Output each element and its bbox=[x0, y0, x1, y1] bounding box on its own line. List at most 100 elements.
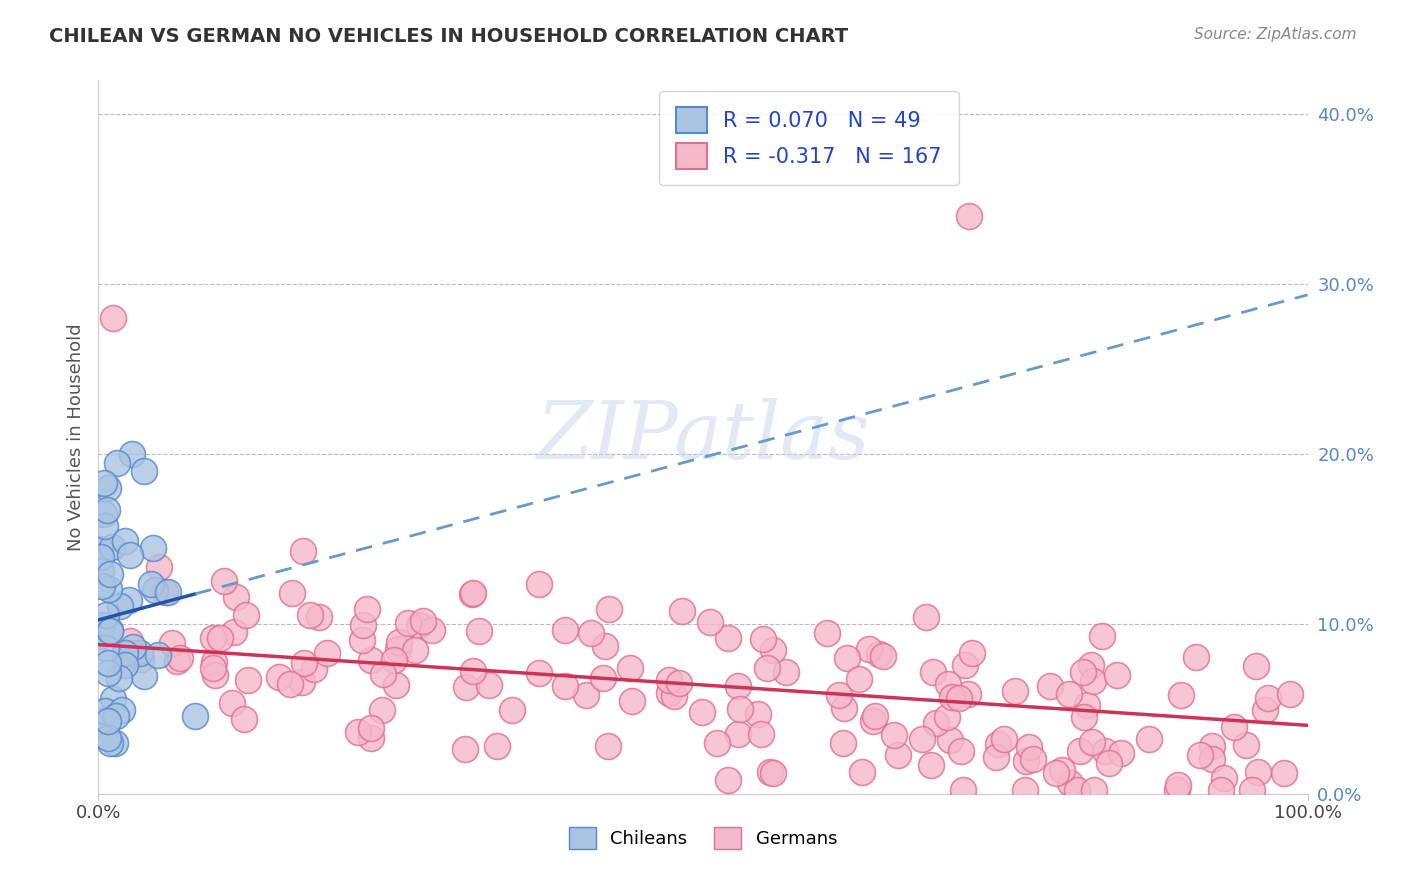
Point bbox=[387, 634, 409, 648]
Point bbox=[93, 475, 115, 490]
Point bbox=[384, 678, 406, 692]
Point bbox=[97, 656, 120, 670]
Point bbox=[747, 706, 769, 721]
Point bbox=[717, 773, 740, 788]
Point bbox=[1022, 751, 1045, 765]
Point bbox=[468, 624, 491, 639]
Point bbox=[132, 669, 155, 683]
Point bbox=[148, 559, 170, 574]
Point bbox=[837, 651, 859, 665]
Point bbox=[1223, 720, 1246, 734]
Point bbox=[129, 646, 152, 660]
Point bbox=[308, 610, 330, 624]
Point bbox=[1170, 689, 1192, 703]
Point bbox=[90, 564, 112, 578]
Point bbox=[915, 610, 938, 624]
Point bbox=[620, 694, 643, 708]
Point bbox=[728, 702, 751, 716]
Point bbox=[662, 689, 685, 703]
Point bbox=[993, 731, 1015, 746]
Point bbox=[858, 642, 880, 657]
Point bbox=[89, 542, 111, 557]
Point bbox=[1091, 629, 1114, 643]
Point bbox=[94, 641, 117, 656]
Point bbox=[911, 731, 934, 746]
Point bbox=[233, 712, 256, 726]
Point bbox=[1098, 756, 1121, 770]
Point bbox=[110, 599, 132, 613]
Y-axis label: No Vehicles in Household: No Vehicles in Household bbox=[66, 323, 84, 551]
Point bbox=[554, 679, 576, 693]
Point bbox=[1257, 690, 1279, 705]
Point bbox=[1166, 783, 1188, 797]
Point bbox=[201, 661, 224, 675]
Point bbox=[1050, 764, 1073, 778]
Point bbox=[90, 617, 112, 632]
Point bbox=[939, 733, 962, 747]
Point bbox=[960, 646, 983, 660]
Point bbox=[278, 677, 301, 691]
Point bbox=[166, 654, 188, 668]
Point bbox=[212, 574, 235, 588]
Point bbox=[142, 541, 165, 555]
Point bbox=[129, 651, 152, 665]
Point bbox=[90, 714, 112, 728]
Point bbox=[94, 608, 117, 623]
Point bbox=[1201, 752, 1223, 766]
Point bbox=[554, 623, 576, 637]
Point bbox=[956, 687, 979, 701]
Point bbox=[97, 481, 120, 495]
Point bbox=[122, 640, 145, 654]
Point bbox=[267, 670, 290, 684]
Point bbox=[202, 655, 225, 669]
Point bbox=[1081, 735, 1104, 749]
Point bbox=[105, 456, 128, 470]
Point bbox=[1080, 657, 1102, 672]
Point bbox=[828, 689, 851, 703]
Point bbox=[671, 604, 693, 618]
Point bbox=[139, 577, 162, 591]
Point bbox=[1073, 710, 1095, 724]
Point bbox=[456, 681, 478, 695]
Point bbox=[101, 692, 124, 706]
Point bbox=[1081, 673, 1104, 688]
Point bbox=[356, 601, 378, 615]
Point bbox=[952, 783, 974, 797]
Point bbox=[1137, 731, 1160, 746]
Point bbox=[461, 586, 484, 600]
Point bbox=[422, 623, 444, 637]
Point bbox=[775, 665, 797, 680]
Point bbox=[832, 701, 855, 715]
Point bbox=[121, 447, 143, 461]
Point bbox=[755, 661, 778, 675]
Point bbox=[717, 631, 740, 645]
Point bbox=[111, 703, 134, 717]
Text: Source: ZipAtlas.com: Source: ZipAtlas.com bbox=[1194, 27, 1357, 42]
Point bbox=[353, 617, 375, 632]
Point bbox=[412, 614, 434, 628]
Point bbox=[236, 673, 259, 687]
Point bbox=[155, 585, 177, 599]
Point bbox=[98, 624, 121, 638]
Point bbox=[527, 577, 550, 591]
Point bbox=[699, 615, 721, 629]
Point bbox=[1038, 679, 1060, 693]
Point bbox=[120, 634, 142, 648]
Point bbox=[384, 653, 406, 667]
Point bbox=[1015, 754, 1038, 768]
Point bbox=[1107, 668, 1129, 682]
Point bbox=[1213, 771, 1236, 785]
Point bbox=[107, 671, 129, 685]
Point bbox=[478, 678, 501, 692]
Point bbox=[101, 311, 124, 326]
Text: ZIPatlas: ZIPatlas bbox=[536, 399, 870, 475]
Point bbox=[948, 691, 970, 706]
Point bbox=[815, 626, 838, 640]
Point bbox=[752, 632, 775, 646]
Point bbox=[619, 661, 641, 675]
Point bbox=[1004, 684, 1026, 698]
Point bbox=[1057, 687, 1080, 701]
Point bbox=[579, 625, 602, 640]
Point bbox=[848, 672, 870, 686]
Point bbox=[868, 647, 890, 661]
